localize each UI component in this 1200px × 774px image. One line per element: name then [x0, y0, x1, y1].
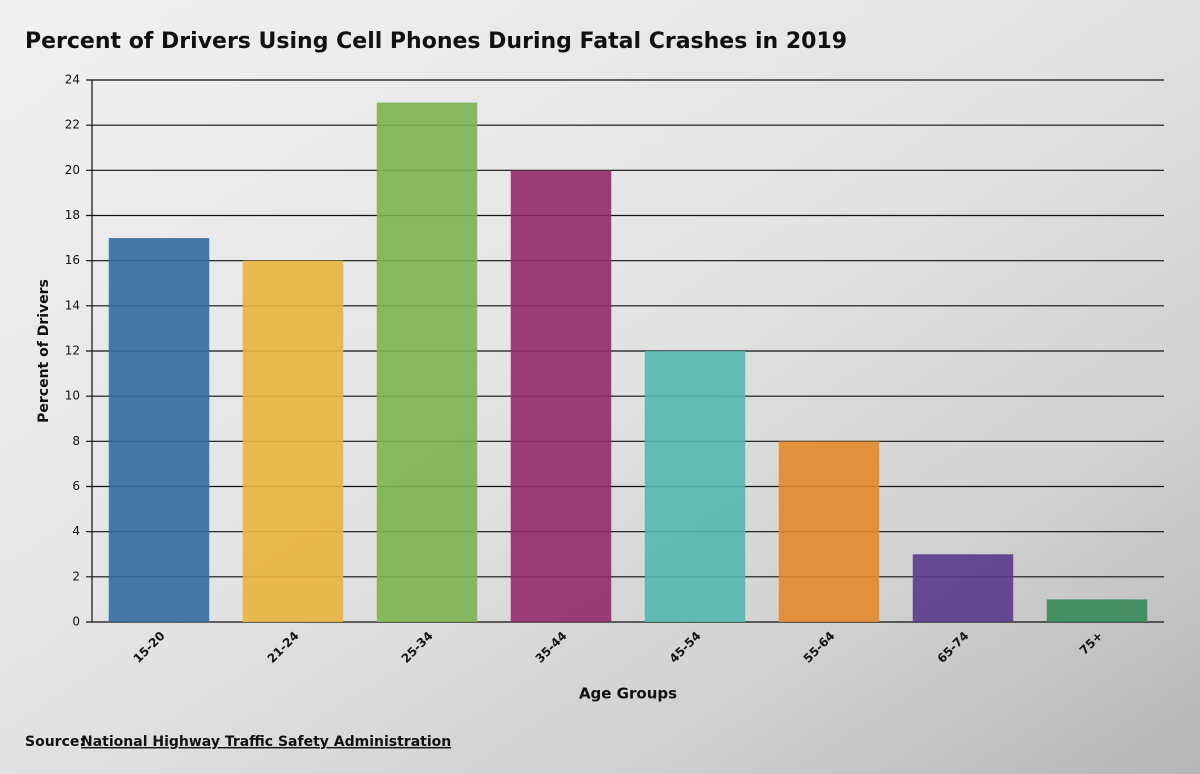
y-tick-label: 14 [65, 298, 80, 312]
bar [108, 238, 210, 623]
y-tick-label: 12 [65, 344, 80, 358]
bar [778, 441, 880, 622]
y-tick-label: 6 [72, 479, 80, 493]
y-tick-label: 18 [65, 208, 80, 222]
source-label: Source: [25, 734, 85, 750]
y-tick-label: 24 [65, 73, 80, 87]
y-tick-label: 20 [65, 163, 80, 177]
x-axis-label: Age Groups [579, 685, 677, 703]
y-tick-label: 4 [72, 524, 80, 538]
y-axis-label: Percent of Drivers [36, 279, 52, 423]
y-tick-label: 2 [72, 569, 80, 583]
bar [376, 102, 478, 623]
chart-title: Percent of Drivers Using Cell Phones Dur… [25, 29, 847, 54]
bar [1046, 599, 1148, 622]
bar [644, 351, 746, 622]
bar [912, 554, 1014, 622]
y-tick-label: 16 [65, 253, 80, 267]
bar [242, 260, 344, 622]
y-tick-label: 10 [65, 389, 80, 403]
y-tick-label: 8 [72, 434, 80, 448]
y-tick-label: 22 [65, 118, 80, 132]
y-tick-label: 0 [72, 615, 80, 629]
source-link[interactable]: National Highway Traffic Safety Administ… [81, 734, 451, 750]
bar [510, 170, 612, 623]
